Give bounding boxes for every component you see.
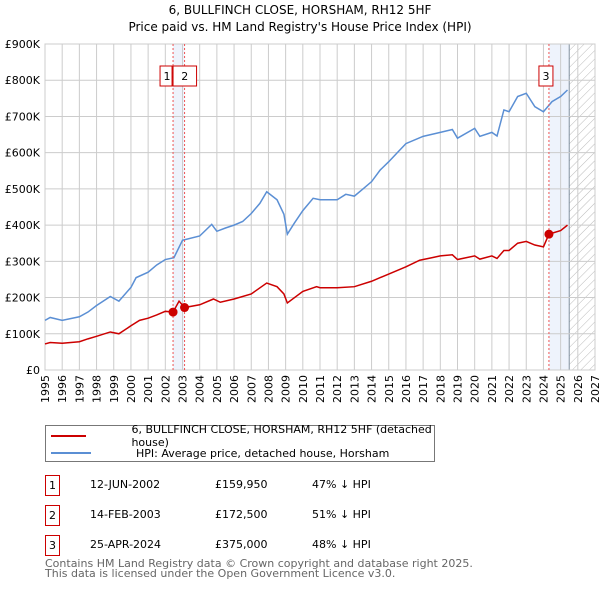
x-tick-label: 2025: [555, 375, 568, 403]
x-tick-label: 1995: [39, 375, 52, 403]
x-tick-label: 2020: [469, 375, 482, 403]
x-tick-label: 2021: [486, 375, 499, 403]
sale-point: [544, 229, 554, 239]
footer: Contains HM Land Registry data © Crown c…: [45, 557, 473, 580]
shaded-range: [173, 44, 185, 370]
x-tick-label: 2010: [297, 375, 310, 403]
y-tick-label: £100K: [5, 328, 41, 341]
x-tick-label: 2003: [177, 375, 190, 403]
legend-swatch-blue: [51, 452, 91, 454]
y-tick-label: £600K: [5, 147, 41, 160]
legend-swatch-red: [51, 435, 87, 437]
x-tick-label: 2023: [520, 375, 533, 403]
x-tick-label: 2015: [383, 375, 396, 403]
x-tick-label: 2008: [262, 375, 275, 403]
sale-date: 14-FEB-2003: [90, 508, 161, 521]
y-tick-label: £0: [26, 364, 40, 377]
chart-subtitle: Price paid vs. HM Land Registry's House …: [128, 20, 471, 34]
sale-price: £375,000: [215, 538, 268, 551]
x-tick-label: 1997: [73, 375, 86, 403]
hpi-line: [44, 89, 569, 322]
legend: 6, BULLFINCH CLOSE, HORSHAM, RH12 5HF (d…: [45, 423, 435, 462]
legend-label: HPI: Average price, detached house, Hors…: [136, 446, 390, 460]
x-tick-label: 2018: [434, 375, 447, 403]
x-tick-label: 1996: [56, 375, 69, 403]
x-tick-label: 2002: [159, 375, 172, 403]
sale-label: 1: [164, 70, 171, 83]
y-tick-label: £400K: [5, 219, 41, 232]
sale-number-badge: 1: [45, 475, 60, 496]
x-tick-label: 1998: [91, 375, 104, 403]
sale-number-badge: 2: [45, 505, 60, 526]
x-tick-label: 2027: [589, 375, 600, 403]
x-tick-label: 2000: [125, 375, 138, 403]
legend-item-property: 6, BULLFINCH CLOSE, HORSHAM, RH12 5HF (d…: [46, 423, 434, 449]
sale-date: 12-JUN-2002: [90, 478, 161, 491]
x-tick-label: 2011: [314, 375, 327, 403]
x-tick-label: 2007: [245, 375, 258, 403]
legend-label: 6, BULLFINCH CLOSE, HORSHAM, RH12 5HF (d…: [131, 423, 432, 449]
sale-label: 2: [181, 70, 188, 83]
x-tick-label: 2001: [142, 375, 155, 403]
x-tick-label: 2012: [331, 375, 344, 403]
sale-label-box: [538, 65, 554, 87]
y-tick-label: £500K: [5, 183, 41, 196]
x-tick-label: 2016: [400, 375, 413, 403]
x-tick-label: 2022: [503, 375, 516, 403]
y-tick-label: £300K: [5, 255, 41, 268]
y-tick-label: £800K: [5, 74, 41, 87]
x-tick-label: 2024: [537, 375, 550, 403]
sale-row: 1 12-JUN-2002 £159,950 47% ↓ HPI: [45, 475, 465, 496]
x-tick-label: 2009: [280, 375, 293, 403]
sale-price: £159,950: [215, 478, 268, 491]
y-tick-label: £900K: [5, 38, 41, 51]
y-tick-label: £200K: [5, 292, 41, 305]
x-tick-label: 2014: [366, 375, 379, 403]
x-tick-label: 2005: [211, 375, 224, 403]
legend-item-hpi: HPI: Average price, detached house, Hors…: [46, 445, 389, 461]
sale-row: 3 25-APR-2024 £375,000 48% ↓ HPI: [45, 535, 465, 556]
footer-line-2: This data is licensed under the Open Gov…: [45, 567, 396, 580]
sale-label-box: [172, 65, 198, 87]
x-tick-label: 2019: [452, 375, 465, 403]
sale-hpi-diff: 47% ↓ HPI: [312, 478, 371, 491]
sale-label: 3: [542, 70, 549, 83]
sale-label-box: [159, 65, 173, 87]
shaded-range: [548, 44, 570, 370]
forecast-hatch: [569, 44, 595, 370]
footer-line-1: Contains HM Land Registry data © Crown c…: [45, 557, 473, 570]
x-tick-label: 2006: [228, 375, 241, 403]
price-chart: 6, BULLFINCH CLOSE, HORSHAM, RH12 5HF Pr…: [5, 3, 600, 403]
sale-point: [180, 303, 190, 313]
sale-price: £172,500: [215, 508, 268, 521]
sale-hpi-diff: 48% ↓ HPI: [312, 538, 371, 551]
sale-date: 25-APR-2024: [90, 538, 162, 551]
x-tick-label: 1999: [108, 375, 121, 403]
chart-title: 6, BULLFINCH CLOSE, HORSHAM, RH12 5HF: [169, 3, 432, 17]
sale-row: 2 14-FEB-2003 £172,500 51% ↓ HPI: [45, 505, 465, 526]
plot-border: [44, 43, 596, 371]
x-tick-label: 2013: [348, 375, 361, 403]
x-tick-label: 2026: [572, 375, 585, 403]
y-tick-label: £700K: [5, 110, 41, 123]
x-tick-label: 2017: [417, 375, 430, 403]
sale-number-badge: 3: [45, 535, 60, 556]
sale-point: [168, 307, 178, 317]
sale-hpi-diff: 51% ↓ HPI: [312, 508, 371, 521]
property-price-line: [44, 224, 568, 345]
x-tick-label: 2004: [194, 375, 207, 403]
